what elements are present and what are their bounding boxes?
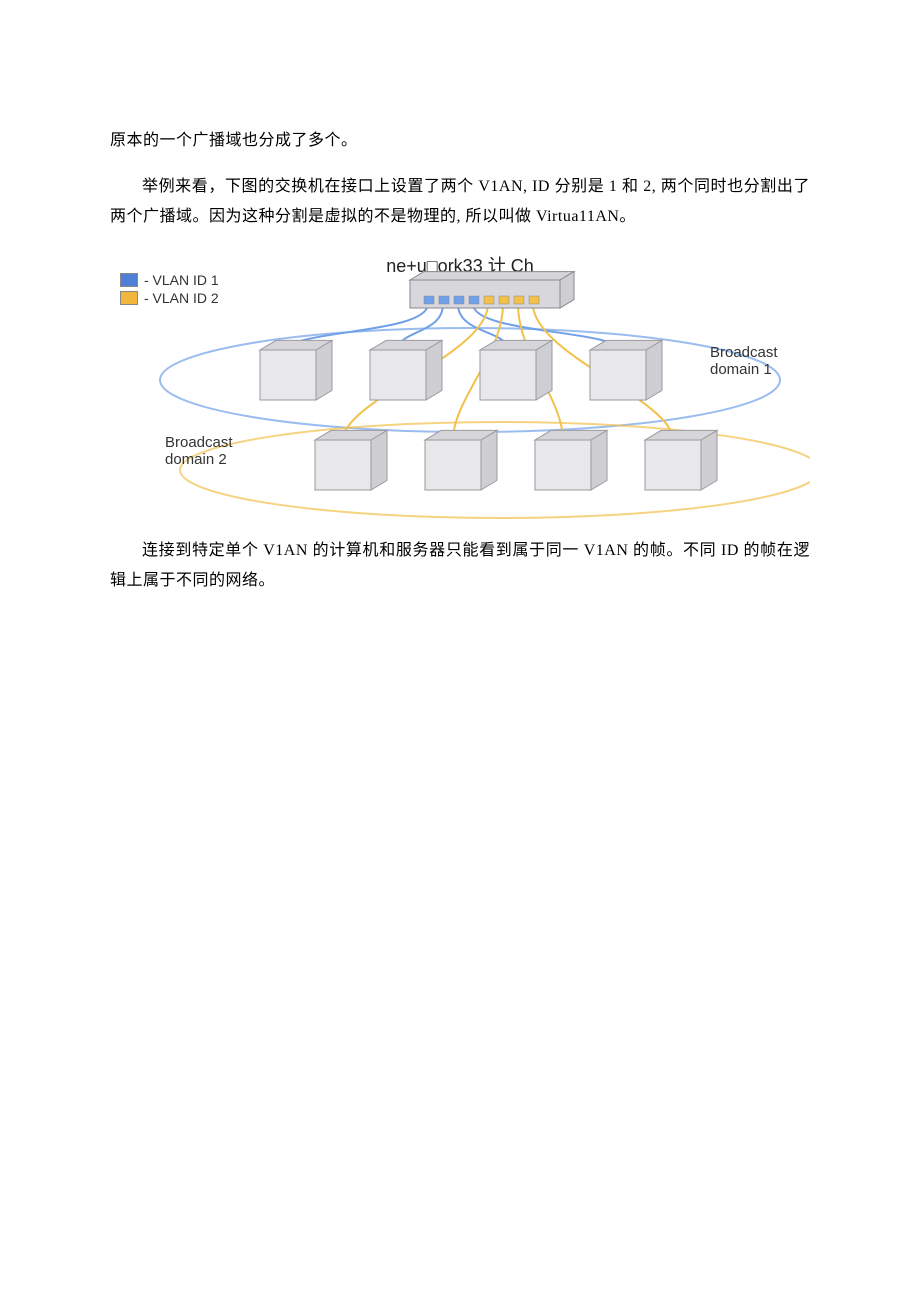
vlan-diagram-container: ne+u□ork33 计 Ch - VLAN ID 1 - VLAN ID 2 … <box>110 250 810 520</box>
vlan-diagram: ne+u□ork33 计 Ch - VLAN ID 1 - VLAN ID 2 … <box>110 250 810 520</box>
diagram-svg <box>110 250 810 520</box>
broadcast-domain-1-label: Broadcast domain 1 <box>710 345 778 378</box>
paragraph-2: 举例来看，下图的交换机在接口上设置了两个 V1AN, ID 分别是 1 和 2,… <box>110 172 810 232</box>
paragraph-1: 原本的一个广播域也分成了多个。 <box>110 126 810 156</box>
paragraph-3: 连接到特定单个 V1AN 的计算机和服务器只能看到属于同一 V1AN 的帧。不同… <box>110 536 810 596</box>
broadcast-domain-2-label: Broadcast domain 2 <box>165 435 233 468</box>
